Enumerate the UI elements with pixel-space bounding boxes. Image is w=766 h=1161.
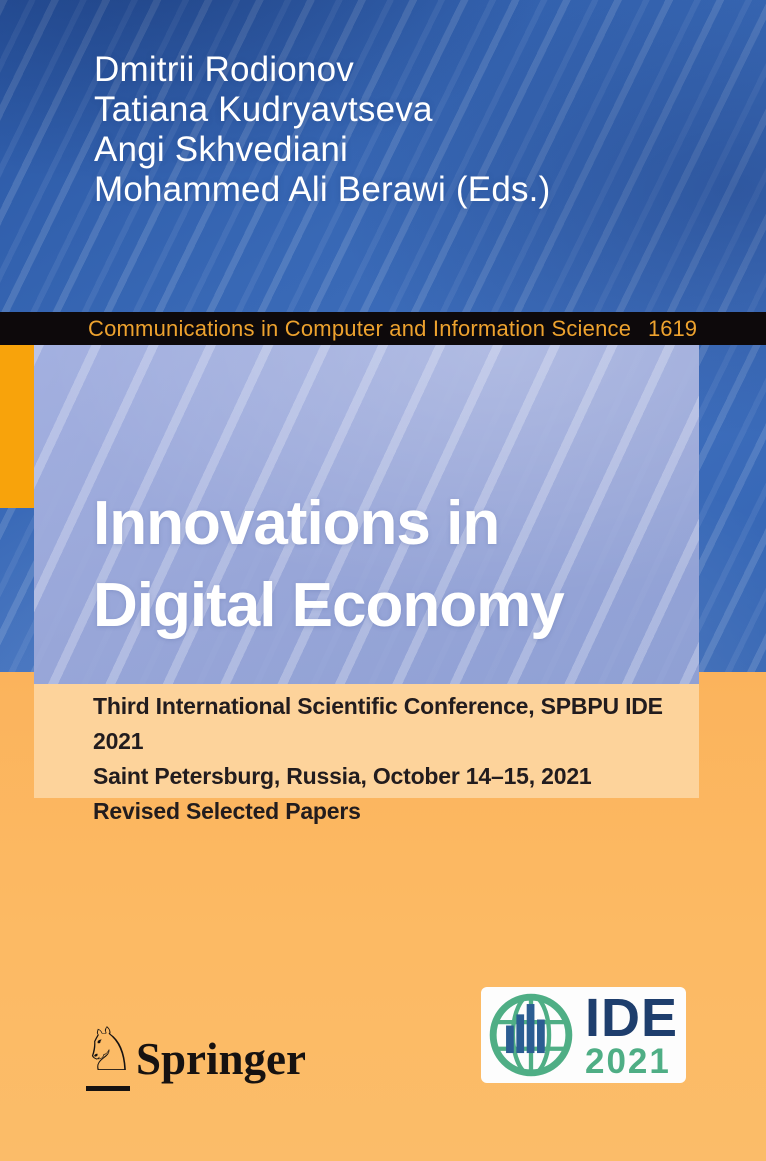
- conference-logo-badge: IDE 2021: [481, 987, 686, 1083]
- conference-logo-text: IDE 2021: [585, 988, 679, 1081]
- subtitle-line: Saint Petersburg, Russia, October 14–15,…: [93, 763, 592, 789]
- editor-name: Angi Skhvediani: [94, 130, 348, 169]
- editors-block: Dmitrii Rodionov Tatiana Kudryavtseva An…: [94, 50, 550, 210]
- conference-year: 2021: [585, 1042, 671, 1081]
- conference-acronym: IDE: [585, 988, 679, 1048]
- springer-horse-underline: [86, 1086, 130, 1091]
- globe-bar-chart-icon: [489, 993, 573, 1077]
- book-title-line: Innovations in: [93, 489, 500, 558]
- series-volume-number: 1619: [648, 315, 697, 341]
- springer-horse-icon: ♘: [82, 1015, 136, 1085]
- book-title: Innovations in Digital Economy: [93, 483, 565, 647]
- publisher-name: Springer: [136, 1034, 307, 1084]
- editor-name: Tatiana Kudryavtseva: [94, 90, 433, 129]
- subtitle-line: Third International Scientific Conferenc…: [93, 693, 663, 754]
- editor-name: Mohammed Ali Berawi (Eds.): [94, 170, 551, 209]
- series-band: Communications in Computer and Informati…: [0, 312, 766, 345]
- editor-name: Dmitrii Rodionov: [94, 50, 354, 89]
- springer-logo: ♘ Springer: [80, 1015, 320, 1112]
- title-panel: Innovations in Digital Economy: [34, 345, 699, 684]
- series-title: Communications in Computer and Informati…: [88, 315, 632, 341]
- book-title-line: Digital Economy: [93, 571, 565, 640]
- subtitle-line: Revised Selected Papers: [93, 798, 361, 824]
- subtitle-panel: Third International Scientific Conferenc…: [34, 684, 699, 824]
- book-subtitle: Third International Scientific Conferenc…: [93, 689, 699, 829]
- spine-tab: [0, 345, 34, 508]
